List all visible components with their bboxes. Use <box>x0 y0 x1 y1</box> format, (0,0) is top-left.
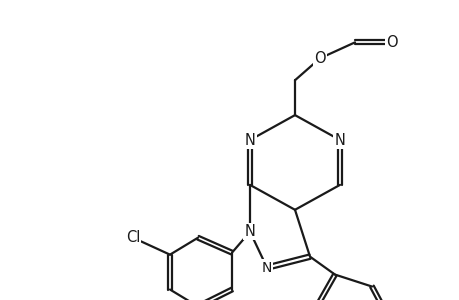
Text: O: O <box>313 51 325 66</box>
Text: N: N <box>261 261 272 274</box>
Text: N: N <box>244 224 255 239</box>
Text: N: N <box>334 133 345 148</box>
Text: N: N <box>244 133 255 148</box>
Text: O: O <box>386 35 397 50</box>
Text: Cl: Cl <box>126 230 140 245</box>
